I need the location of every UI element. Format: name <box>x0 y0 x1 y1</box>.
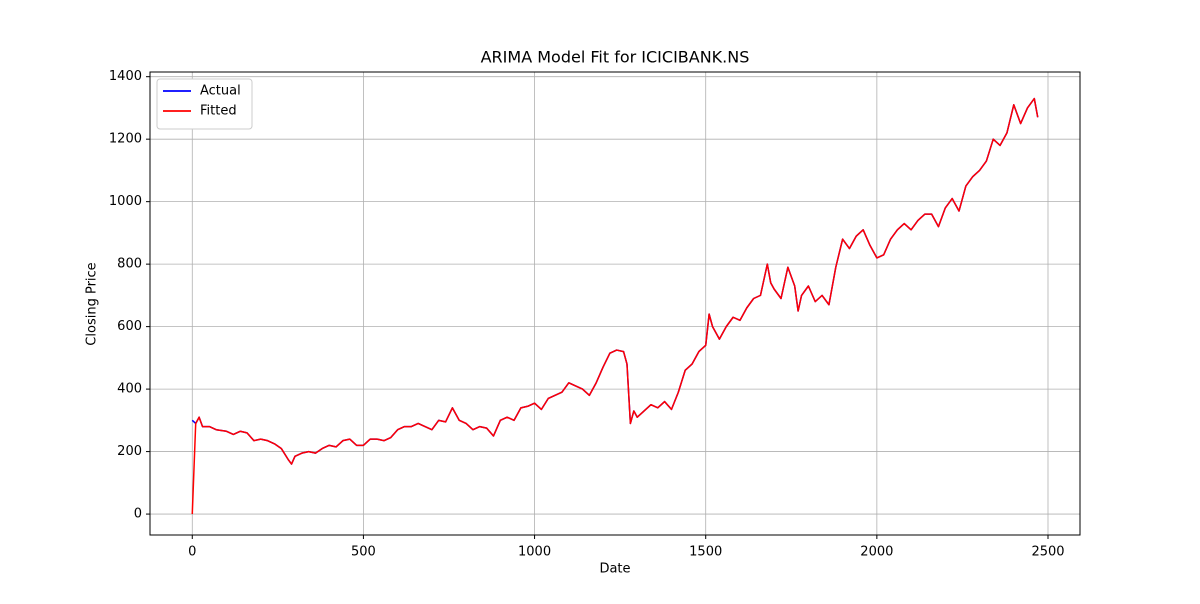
data-line <box>191 97 1039 515</box>
plot-frame <box>149 71 1081 536</box>
y-tick-label: 400 <box>117 382 142 397</box>
y-tick-label: 600 <box>117 319 142 334</box>
legend-label: Actual <box>200 84 241 99</box>
y-tick-label: 0 <box>134 507 142 522</box>
y-tick-label: 1400 <box>109 69 142 84</box>
y-tick-label: 200 <box>117 444 142 459</box>
y-tick-label: 800 <box>117 257 142 272</box>
y-axis-label: Closing Price <box>85 262 100 345</box>
legend-label: Fitted <box>200 104 237 119</box>
x-tick-label: 2500 <box>1031 545 1064 560</box>
x-tick-label: 1000 <box>518 545 551 560</box>
y-tick-label: 1000 <box>109 194 142 209</box>
x-tick-label: 2000 <box>860 545 893 560</box>
x-tick-label: 500 <box>351 545 376 560</box>
x-tick-label: 0 <box>188 545 196 560</box>
y-tick-label: 1200 <box>109 132 142 147</box>
x-axis-label: Date <box>599 562 630 577</box>
data-line <box>191 97 1039 465</box>
chart-title: ARIMA Model Fit for ICICIBANK.NS <box>481 48 750 67</box>
x-tick-label: 1500 <box>689 545 722 560</box>
